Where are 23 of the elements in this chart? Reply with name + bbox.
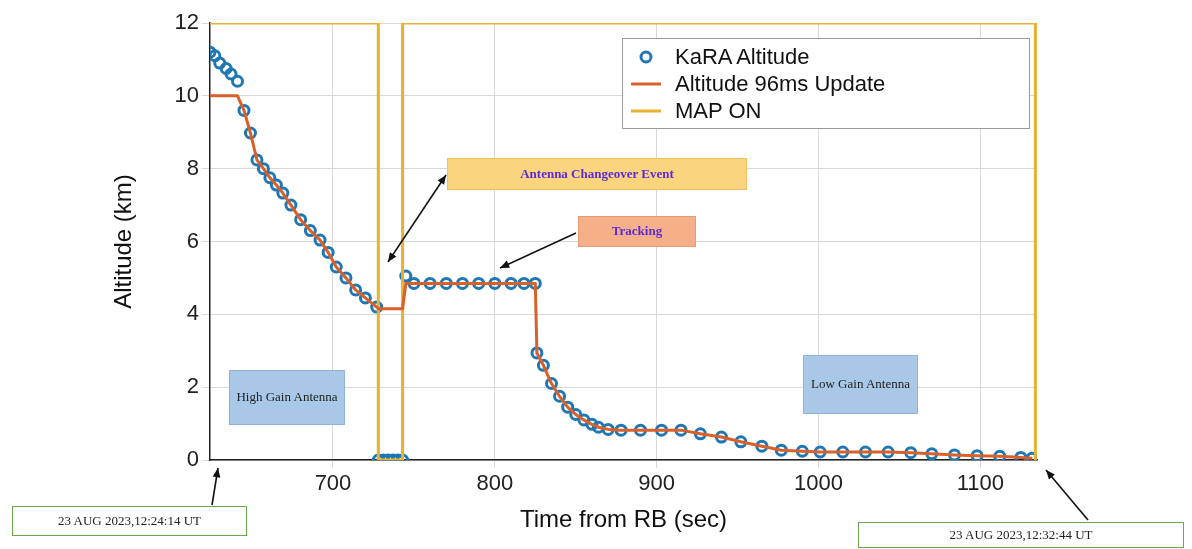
y-tick-label: 10 bbox=[174, 81, 199, 107]
y-tick-label: 0 bbox=[186, 446, 199, 472]
x-tick-label: 700 bbox=[314, 470, 352, 496]
note-box: 23 AUG 2023,12:32:44 UT bbox=[858, 522, 1184, 548]
note-box: 23 AUG 2023,12:24:14 UT bbox=[12, 506, 247, 536]
note-box: Tracking bbox=[578, 216, 696, 247]
note-box: High Gain Antenna bbox=[229, 370, 345, 425]
note-box: Low Gain Antenna bbox=[803, 355, 918, 414]
x-tick-label: 1000 bbox=[794, 470, 843, 496]
y-tick-label: 8 bbox=[186, 154, 199, 180]
y-tick-label: 12 bbox=[174, 9, 199, 35]
y-tick-label: 4 bbox=[186, 300, 199, 326]
legend-label: MAP ON bbox=[675, 97, 762, 124]
y-tick-label: 2 bbox=[186, 373, 199, 399]
y-tick-label: 6 bbox=[186, 227, 199, 253]
note-box: Antenna Changeover Event bbox=[447, 158, 747, 190]
legend-label: KaRA Altitude bbox=[675, 43, 810, 70]
x-axis-title: Time from RB (sec) bbox=[519, 505, 728, 533]
legend-label: Altitude 96ms Update bbox=[675, 70, 886, 97]
x-tick-label: 1100 bbox=[956, 470, 1005, 496]
x-tick-label: 900 bbox=[638, 470, 676, 496]
y-axis-title: Altitude (km) bbox=[109, 174, 137, 309]
x-tick-label: 800 bbox=[476, 470, 514, 496]
